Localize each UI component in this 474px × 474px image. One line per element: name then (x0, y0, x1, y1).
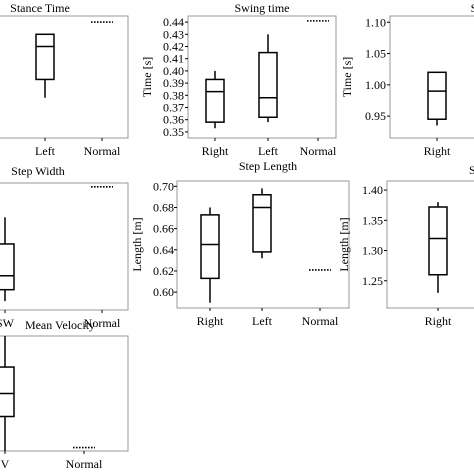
plot-frame (0, 335, 129, 452)
x-tick-label: Left (258, 144, 279, 158)
box (427, 71, 447, 120)
box (258, 51, 278, 119)
x-tick-label: Normal (66, 457, 103, 471)
y-tick-label: 0.43 (163, 27, 184, 41)
plot-frame (176, 180, 350, 309)
y-tick-label: 0.38 (163, 88, 184, 102)
y-tick-label: 0.60 (153, 285, 174, 299)
x-tick-label: V (1, 457, 10, 471)
x-tick-label: Right (424, 144, 451, 158)
y-tick-label: 0.35 (163, 125, 184, 139)
y-axis-label: Time [s] (140, 57, 154, 98)
y-tick-label: 1.10 (365, 15, 386, 29)
x-tick-label: Normal (302, 314, 339, 328)
plot-frame (386, 180, 474, 309)
chart-title: Mean Velocity (25, 318, 95, 332)
y-tick-label: 0.66 (153, 222, 174, 236)
y-tick-label: 0.42 (163, 40, 184, 54)
box (428, 206, 448, 276)
chart-title: Step Length (239, 159, 297, 173)
chart-panel: Step Length 0.70 0.68 0.66 0.64 0.62 0.60 Lengt… (130, 159, 350, 328)
y-axis-label: Time [s] (340, 57, 354, 98)
box (205, 78, 225, 123)
plot-frame (187, 15, 337, 139)
box (0, 366, 15, 418)
x-tick-label: Normal (84, 316, 121, 330)
y-tick-label: 1.40 (362, 183, 383, 197)
plot-frame (389, 15, 474, 139)
x-tick-label: Right (202, 144, 229, 158)
x-tick-label: Normal (84, 144, 121, 158)
y-tick-label: 0.70 (153, 179, 174, 193)
y-tick-label: 0.62 (153, 264, 174, 278)
y-axis-label: Length [m] (130, 217, 144, 271)
x-tick-label: SW (0, 316, 15, 330)
y-tick-label: 0.44 (163, 15, 184, 29)
y-axis-label: Length [m] (337, 217, 351, 271)
chart-title: St (469, 163, 474, 177)
y-tick-label: 1.35 (362, 213, 383, 227)
chart-title: Swing time (234, 1, 289, 15)
chart-title: Stance Time (10, 1, 70, 15)
plot-frame (0, 15, 129, 139)
chart-panel: St 1.40 1.35 1.30 1.25 Length [m] Right (337, 163, 474, 328)
chart-panel: Mean Velocity V Normal (0, 318, 129, 471)
x-tick-label: Normal (300, 144, 337, 158)
y-tick-label: 0.40 (163, 64, 184, 78)
box (252, 194, 272, 253)
y-tick-label: 1.25 (362, 274, 383, 288)
chart-panel: Step Width SW Normal (0, 164, 129, 330)
y-tick-label: 0.41 (163, 52, 184, 66)
box (200, 214, 220, 280)
chart-panel: S 1.10 1.05 1.00 0.95 Time [s] Right (340, 1, 474, 158)
y-tick-label: 0.36 (163, 113, 184, 127)
y-tick-label: 0.68 (153, 200, 174, 214)
box (0, 243, 15, 291)
x-tick-label: Left (35, 144, 56, 158)
y-tick-label: 1.05 (365, 47, 386, 61)
x-tick-label: Right (425, 314, 452, 328)
chart-panel: Swing time0.440.430.420.410.400.390.380.… (140, 1, 337, 158)
plot-frame (0, 182, 129, 311)
y-tick-label: 1.00 (365, 78, 386, 92)
chart-panel: Stance TimetLeftNormal (0, 1, 129, 158)
box (35, 33, 55, 81)
y-tick-label: 0.37 (163, 101, 184, 115)
y-tick-label: 0.39 (163, 76, 184, 90)
x-tick-label: Right (197, 314, 224, 328)
y-tick-label: 0.95 (365, 109, 386, 123)
y-tick-label: 1.30 (362, 244, 383, 258)
x-tick-label: Left (252, 314, 273, 328)
y-tick-label: 0.64 (153, 243, 174, 257)
chart-title: S (471, 1, 474, 15)
chart-title: Step Width (11, 164, 65, 178)
